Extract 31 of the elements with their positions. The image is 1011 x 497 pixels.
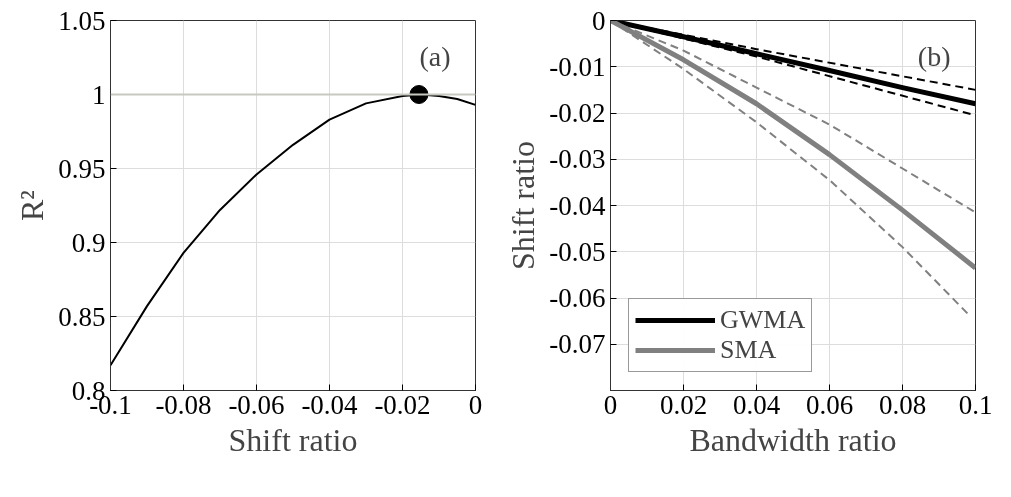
y-tick-label: 0.9 — [71, 227, 106, 258]
legend-label: GWMA — [720, 305, 806, 335]
x-tick-label: 0.04 — [732, 389, 781, 420]
y-tick-label: -0.02 — [549, 98, 606, 128]
y-tick-label: -0.07 — [549, 329, 606, 360]
annotation: (b) — [917, 40, 951, 72]
x-tick-label: 0 — [468, 389, 483, 420]
x-tick-label: 0.02 — [659, 389, 708, 420]
y-tick-label: -0.01 — [549, 51, 606, 82]
x-tick-label: 0.06 — [805, 389, 854, 420]
y-tick-label: -0.04 — [549, 190, 606, 221]
x-tick-label: -0.08 — [155, 389, 212, 420]
y-axis-title: Shift ratio — [505, 141, 542, 270]
y-tick-label: 0.85 — [58, 301, 106, 332]
y-tick-label: 0.95 — [58, 153, 106, 184]
legend-label: SMA — [720, 335, 777, 365]
x-axis-title: Shift ratio — [228, 421, 358, 458]
x-tick-label: 0.1 — [958, 389, 993, 420]
y-tick-label: 1 — [92, 79, 106, 110]
y-tick-label: -0.06 — [549, 283, 606, 313]
x-tick-label: -0.04 — [301, 389, 359, 420]
x-axis-title: Bandwidth ratio — [689, 421, 897, 458]
x-tick-label: -0.06 — [228, 389, 285, 420]
x-tick-label: 0.08 — [878, 389, 927, 420]
annotation: (a) — [419, 40, 451, 72]
y-tick-label: 1.05 — [58, 5, 106, 36]
y-axis-title: R² — [14, 190, 51, 221]
y-tick-label: 0 — [592, 5, 606, 36]
y-tick-label: -0.05 — [549, 236, 606, 267]
x-tick-label: -0.02 — [374, 389, 431, 420]
y-tick-label: -0.03 — [549, 144, 606, 175]
